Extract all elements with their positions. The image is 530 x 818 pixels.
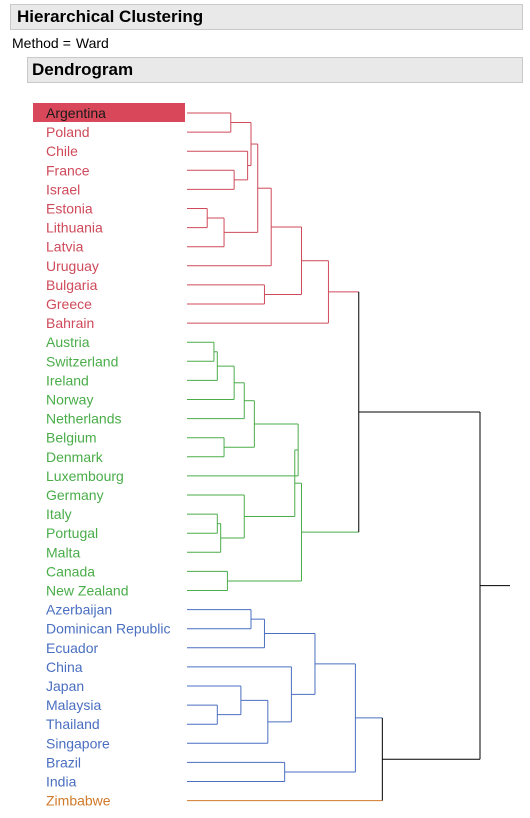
leaf-label-new-zealand[interactable]: New Zealand xyxy=(46,583,129,599)
hierarchical-clustering-header[interactable]: Hierarchical Clustering xyxy=(10,4,523,30)
method-label: Method xyxy=(12,35,59,51)
leaf-label-malaysia[interactable]: Malaysia xyxy=(46,697,101,713)
method-value: Ward xyxy=(75,35,109,51)
leaf-label-germany[interactable]: Germany xyxy=(46,487,104,503)
leaf-label-dominican-republic[interactable]: Dominican Republic xyxy=(46,621,171,637)
leaf-label-brazil[interactable]: Brazil xyxy=(46,754,81,770)
method-equals: = xyxy=(62,35,71,51)
leaf-label-china[interactable]: China xyxy=(46,659,83,675)
leaf-label-uruguay[interactable]: Uruguay xyxy=(46,258,99,274)
leaf-label-estonia[interactable]: Estonia xyxy=(46,201,93,217)
leaf-label-luxembourg[interactable]: Luxembourg xyxy=(46,468,124,484)
leaf-label-portugal[interactable]: Portugal xyxy=(46,525,98,541)
leaf-label-belgium[interactable]: Belgium xyxy=(46,430,97,446)
leaf-label-latvia[interactable]: Latvia xyxy=(46,239,84,255)
leaf-label-zimbabwe[interactable]: Zimbabwe xyxy=(46,793,111,809)
leaf-label-denmark[interactable]: Denmark xyxy=(46,449,104,465)
leaf-label-ireland[interactable]: Ireland xyxy=(46,372,89,388)
leaf-label-lithuania[interactable]: Lithuania xyxy=(46,220,103,236)
leaf-label-netherlands[interactable]: Netherlands xyxy=(46,411,122,427)
leaf-label-israel[interactable]: Israel xyxy=(46,181,80,197)
leaf-label-canada[interactable]: Canada xyxy=(46,563,95,579)
leaf-label-italy[interactable]: Italy xyxy=(46,506,72,522)
leaf-label-azerbaijan[interactable]: Azerbaijan xyxy=(46,602,112,618)
leaf-label-chile[interactable]: Chile xyxy=(46,143,78,159)
method-row: Method = Ward xyxy=(12,35,109,51)
leaf-label-india[interactable]: India xyxy=(46,774,77,790)
selected-leaf-highlight xyxy=(33,103,185,122)
leaf-label-thailand[interactable]: Thailand xyxy=(46,716,100,732)
leaf-label-poland[interactable]: Poland xyxy=(46,124,90,140)
leaf-label-austria[interactable]: Austria xyxy=(46,334,90,350)
leaf-label-singapore[interactable]: Singapore xyxy=(46,735,110,751)
leaf-label-norway[interactable]: Norway xyxy=(46,392,93,408)
report-title: Hierarchical Clustering xyxy=(17,7,204,26)
leaf-label-malta[interactable]: Malta xyxy=(46,544,80,560)
leaf-label-ecuador[interactable]: Ecuador xyxy=(46,640,98,656)
dendrogram-title: Dendrogram xyxy=(32,60,134,79)
leaf-label-argentina[interactable]: Argentina xyxy=(46,105,106,121)
leaf-label-switzerland[interactable]: Switzerland xyxy=(46,353,118,369)
dendrogram-header[interactable]: Dendrogram xyxy=(27,57,523,83)
leaf-label-japan[interactable]: Japan xyxy=(46,678,84,694)
leaf-label-bahrain[interactable]: Bahrain xyxy=(46,315,94,331)
leaf-label-france[interactable]: France xyxy=(46,162,90,178)
leaf-label-greece[interactable]: Greece xyxy=(46,296,92,312)
leaf-label-bulgaria[interactable]: Bulgaria xyxy=(46,277,98,293)
